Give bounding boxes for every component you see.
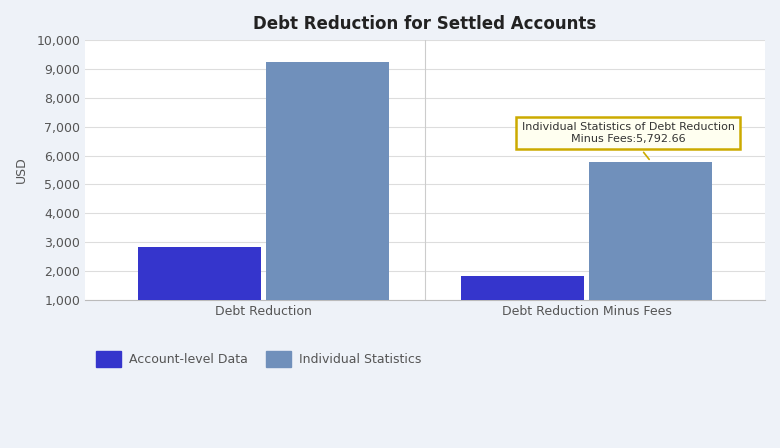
Text: Individual Statistics of Debt Reduction
Minus Fees:5,792.66: Individual Statistics of Debt Reduction …	[522, 122, 735, 159]
Bar	[266, 62, 388, 329]
Bar	[590, 162, 712, 329]
Legend: Account-level Data, Individual Statistics: Account-level Data, Individual Statistic…	[91, 346, 427, 371]
Bar	[462, 276, 584, 329]
Title: Debt Reduction for Settled Accounts: Debt Reduction for Settled Accounts	[254, 15, 597, 33]
Bar	[137, 247, 261, 329]
Y-axis label: USD: USD	[15, 157, 28, 183]
